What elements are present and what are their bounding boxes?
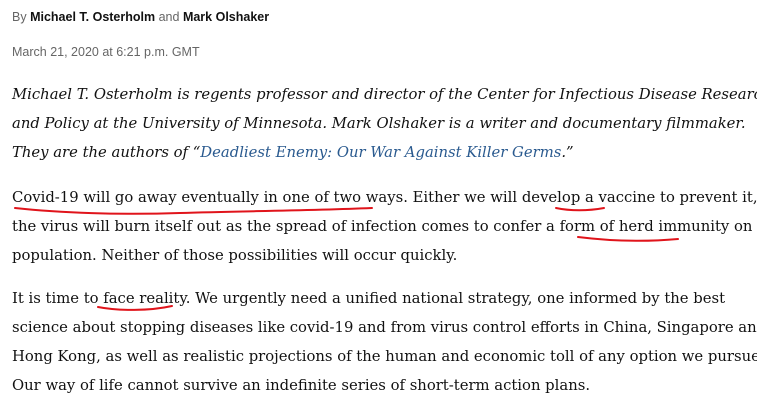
bio-line: and Policy at the University of Minnesot… — [12, 115, 746, 132]
bio-line: Michael T. Osterholm is regents professo… — [12, 86, 757, 103]
byline-prefix: By — [12, 10, 27, 24]
author-link-olshaker[interactable]: Mark Olshaker — [182, 10, 270, 24]
byline: By Michael T. Osterholm and Mark Olshake… — [12, 10, 269, 24]
book-link[interactable]: Deadliest Enemy: Our War Against Killer … — [200, 144, 562, 161]
paragraph-line: Hong Kong, as well as realistic projecti… — [12, 348, 757, 365]
paragraph-line: the virus will burn itself out as the sp… — [12, 218, 757, 235]
paragraph-line: It is time to face reality. We urgently … — [12, 290, 726, 307]
paragraph-line: Covid-19 will go away eventually in one … — [12, 189, 757, 206]
bio-text: They are the authors of “ — [12, 144, 201, 161]
paragraph-line: science about stopping diseases like cov… — [12, 319, 757, 336]
byline-joiner: and — [158, 10, 180, 24]
author-bio: Michael T. Osterholm is regents professo… — [12, 80, 757, 167]
publish-date: March 21, 2020 at 6:21 p.m. GMT — [12, 45, 200, 59]
paragraph-line: Our way of life cannot survive an indefi… — [12, 377, 591, 394]
bio-text: .” — [561, 144, 574, 161]
bio-line: They are the authors of “Deadliest Enemy… — [12, 138, 747, 167]
paragraph-line: population. Neither of those possibiliti… — [12, 247, 458, 264]
author-link-osterholm[interactable]: Michael T. Osterholm — [30, 10, 156, 24]
body-paragraph-2: It is time to face reality. We urgently … — [12, 284, 757, 400]
body-paragraph-1: Covid-19 will go away eventually in one … — [12, 183, 757, 270]
